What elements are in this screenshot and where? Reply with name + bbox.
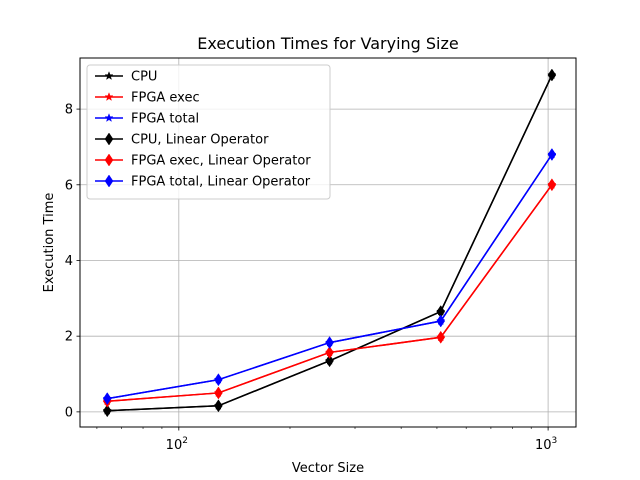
legend-label: FPGA exec, Linear Operator bbox=[131, 154, 311, 169]
data-point bbox=[547, 68, 557, 82]
legend-marker bbox=[104, 71, 114, 81]
series-3 bbox=[102, 68, 557, 418]
y-tick-label: 2 bbox=[65, 330, 73, 345]
data-point bbox=[436, 330, 446, 344]
y-tick-label: 8 bbox=[65, 103, 73, 118]
series-5 bbox=[102, 148, 557, 406]
legend-marker bbox=[104, 113, 114, 123]
legend-box bbox=[86, 64, 331, 200]
x-tick-label-exponent: 2 bbox=[182, 436, 188, 446]
y-tick-label: 0 bbox=[65, 405, 73, 420]
y-axis-label: Execution Time bbox=[42, 193, 57, 293]
y-tick-label: 6 bbox=[65, 178, 73, 193]
x-tick-label-base: 10 bbox=[166, 438, 183, 453]
plot-frame bbox=[79, 57, 577, 428]
x-tick-label: 102 bbox=[166, 436, 188, 453]
data-point bbox=[547, 148, 557, 161]
legend-label: FPGA exec bbox=[131, 91, 200, 106]
legend-entry: FPGA exec, Linear Operator bbox=[95, 154, 311, 169]
legend-label: CPU bbox=[131, 70, 157, 85]
legend-marker bbox=[104, 132, 114, 146]
legend-marker bbox=[104, 92, 114, 102]
chart-title: Execution Times for Varying Size bbox=[197, 34, 459, 53]
legend-label: FPGA total bbox=[131, 112, 199, 127]
legend-label: FPGA total, Linear Operator bbox=[131, 175, 311, 190]
x-axis-label: Vector Size bbox=[292, 461, 364, 476]
data-point bbox=[436, 314, 446, 328]
legend-entry: CPU bbox=[95, 70, 157, 85]
legend-entry: FPGA total, Linear Operator bbox=[95, 175, 311, 190]
data-point bbox=[325, 354, 334, 368]
data-point bbox=[214, 399, 223, 413]
legend-entry: FPGA total bbox=[95, 112, 199, 127]
legend-label: CPU, Linear Operator bbox=[131, 133, 269, 148]
legend-entry: FPGA exec bbox=[95, 91, 200, 106]
legend: CPU FPGA exec FPGA total CPU, Linear Operat… bbox=[86, 64, 331, 200]
data-point bbox=[325, 336, 334, 350]
legend-marker bbox=[104, 153, 114, 167]
legend-marker bbox=[104, 174, 114, 188]
x-tick-label-exponent: 3 bbox=[552, 436, 558, 446]
legend-entry: CPU, Linear Operator bbox=[95, 133, 269, 148]
x-tick-label-base: 10 bbox=[535, 438, 552, 453]
data-point bbox=[102, 404, 112, 418]
data-point bbox=[325, 345, 334, 359]
data-point bbox=[214, 386, 223, 400]
x-tick-label: 103 bbox=[535, 436, 557, 453]
plot-series bbox=[102, 68, 557, 418]
y-tick-label: 4 bbox=[65, 254, 73, 269]
data-point bbox=[214, 373, 223, 387]
data-point bbox=[102, 392, 112, 406]
data-point bbox=[547, 178, 557, 192]
